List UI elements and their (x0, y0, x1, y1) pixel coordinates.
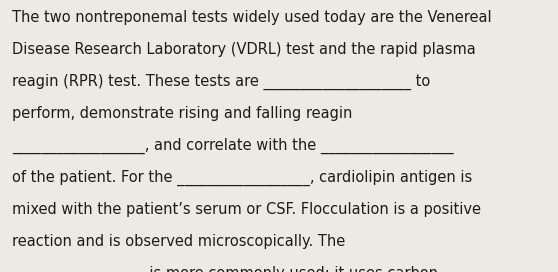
Text: __________________, and correlate with the __________________: __________________, and correlate with t… (12, 138, 454, 154)
Text: perform, demonstrate rising and falling reagin: perform, demonstrate rising and falling … (12, 106, 353, 121)
Text: reaction and is observed microscopically. The: reaction and is observed microscopically… (12, 234, 345, 249)
Text: The two nontreponemal tests widely used today are the Venereal: The two nontreponemal tests widely used … (12, 10, 492, 24)
Text: reagin (RPR) test. These tests are ____________________ to: reagin (RPR) test. These tests are _____… (12, 74, 431, 90)
Text: of the patient. For the __________________, cardiolipin antigen is: of the patient. For the ________________… (12, 170, 473, 186)
Text: __________________ is more commonly used; it uses carbon: __________________ is more commonly used… (12, 266, 438, 272)
Text: mixed with the patient’s serum or CSF. Flocculation is a positive: mixed with the patient’s serum or CSF. F… (12, 202, 482, 217)
Text: Disease Research Laboratory (VDRL) test and the rapid plasma: Disease Research Laboratory (VDRL) test … (12, 42, 476, 57)
